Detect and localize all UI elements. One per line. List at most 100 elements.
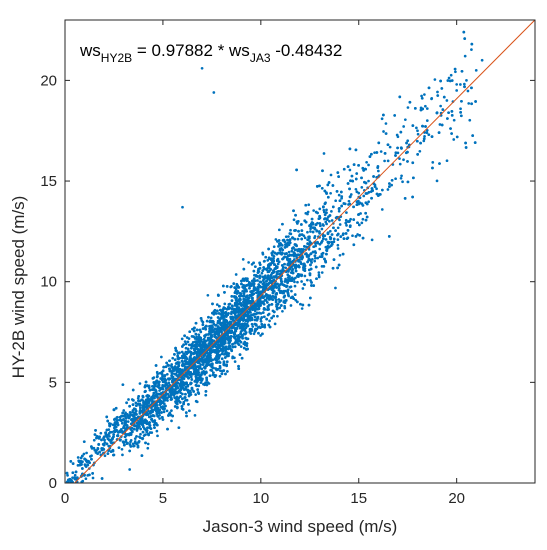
data-point <box>360 221 364 225</box>
data-point <box>314 223 318 227</box>
data-point <box>241 258 245 261</box>
data-point <box>144 380 148 384</box>
data-point <box>239 308 243 312</box>
data-point <box>157 392 161 396</box>
data-point <box>117 446 121 450</box>
data-point <box>84 459 88 463</box>
data-point <box>194 332 198 336</box>
data-point <box>218 317 222 321</box>
data-point <box>128 468 132 471</box>
data-point <box>223 291 226 294</box>
data-point <box>322 210 326 214</box>
data-point <box>427 133 431 137</box>
data-point <box>141 404 144 407</box>
data-point <box>212 371 215 375</box>
data-point <box>246 296 250 300</box>
data-point <box>111 448 115 452</box>
data-point <box>304 203 308 207</box>
data-point <box>440 87 444 90</box>
data-point <box>326 195 330 199</box>
data-point <box>129 422 133 426</box>
data-point <box>393 114 397 117</box>
data-point <box>208 374 212 378</box>
data-point <box>220 372 224 376</box>
data-point <box>186 347 190 351</box>
data-point <box>284 235 288 239</box>
data-point <box>241 294 245 298</box>
data-point <box>204 390 208 393</box>
data-point <box>210 327 214 331</box>
data-point <box>225 285 229 288</box>
data-point <box>311 250 315 254</box>
data-point <box>317 271 321 274</box>
data-point <box>261 325 264 328</box>
data-point <box>358 233 361 237</box>
data-point <box>438 162 441 165</box>
data-point <box>284 243 287 246</box>
data-point <box>172 369 176 372</box>
data-point <box>388 185 391 188</box>
data-point <box>339 235 343 238</box>
data-point <box>296 253 300 257</box>
data-point <box>197 384 201 388</box>
data-point <box>294 213 297 217</box>
data-point <box>291 236 294 239</box>
data-point <box>287 250 291 254</box>
data-point <box>243 290 247 293</box>
data-point <box>248 286 251 290</box>
data-point <box>231 304 234 308</box>
data-point <box>303 236 307 240</box>
data-point <box>263 277 266 280</box>
data-point <box>185 414 188 418</box>
data-point <box>383 159 386 163</box>
data-point <box>332 240 336 244</box>
data-point <box>97 443 101 446</box>
data-point <box>313 250 317 253</box>
data-point <box>323 217 327 220</box>
data-point <box>394 177 397 181</box>
data-point <box>313 254 317 258</box>
data-point <box>338 207 341 210</box>
data-point <box>303 274 307 278</box>
data-point <box>301 248 305 251</box>
data-point <box>271 298 275 301</box>
data-point <box>325 211 328 215</box>
data-point <box>309 296 312 300</box>
data-point <box>294 229 297 232</box>
data-point <box>244 348 248 351</box>
data-point <box>273 322 277 326</box>
data-point <box>211 311 214 315</box>
data-point <box>317 217 321 221</box>
data-point <box>202 354 206 358</box>
data-point <box>255 317 259 321</box>
data-point <box>252 292 256 296</box>
data-point <box>212 310 216 313</box>
data-point <box>183 340 187 344</box>
data-point <box>283 306 287 310</box>
data-point <box>341 252 345 256</box>
data-point <box>171 377 175 381</box>
data-point <box>79 456 83 460</box>
data-point <box>382 130 385 133</box>
data-point <box>213 344 217 347</box>
data-point <box>325 252 328 256</box>
data-point <box>190 378 194 381</box>
data-point <box>204 327 208 331</box>
data-point <box>78 460 82 464</box>
data-point <box>233 336 236 339</box>
data-point <box>91 472 94 475</box>
data-point <box>318 222 322 225</box>
data-point <box>283 280 287 283</box>
data-point <box>406 160 409 163</box>
data-point <box>232 282 236 285</box>
data-point <box>193 356 196 359</box>
data-point <box>200 378 204 382</box>
data-point <box>205 378 209 382</box>
data-point <box>194 321 198 325</box>
data-point <box>244 323 247 327</box>
data-point <box>204 393 208 397</box>
data-point <box>276 282 279 286</box>
data-point <box>296 237 300 241</box>
data-point <box>296 249 300 253</box>
data-point <box>288 285 292 289</box>
